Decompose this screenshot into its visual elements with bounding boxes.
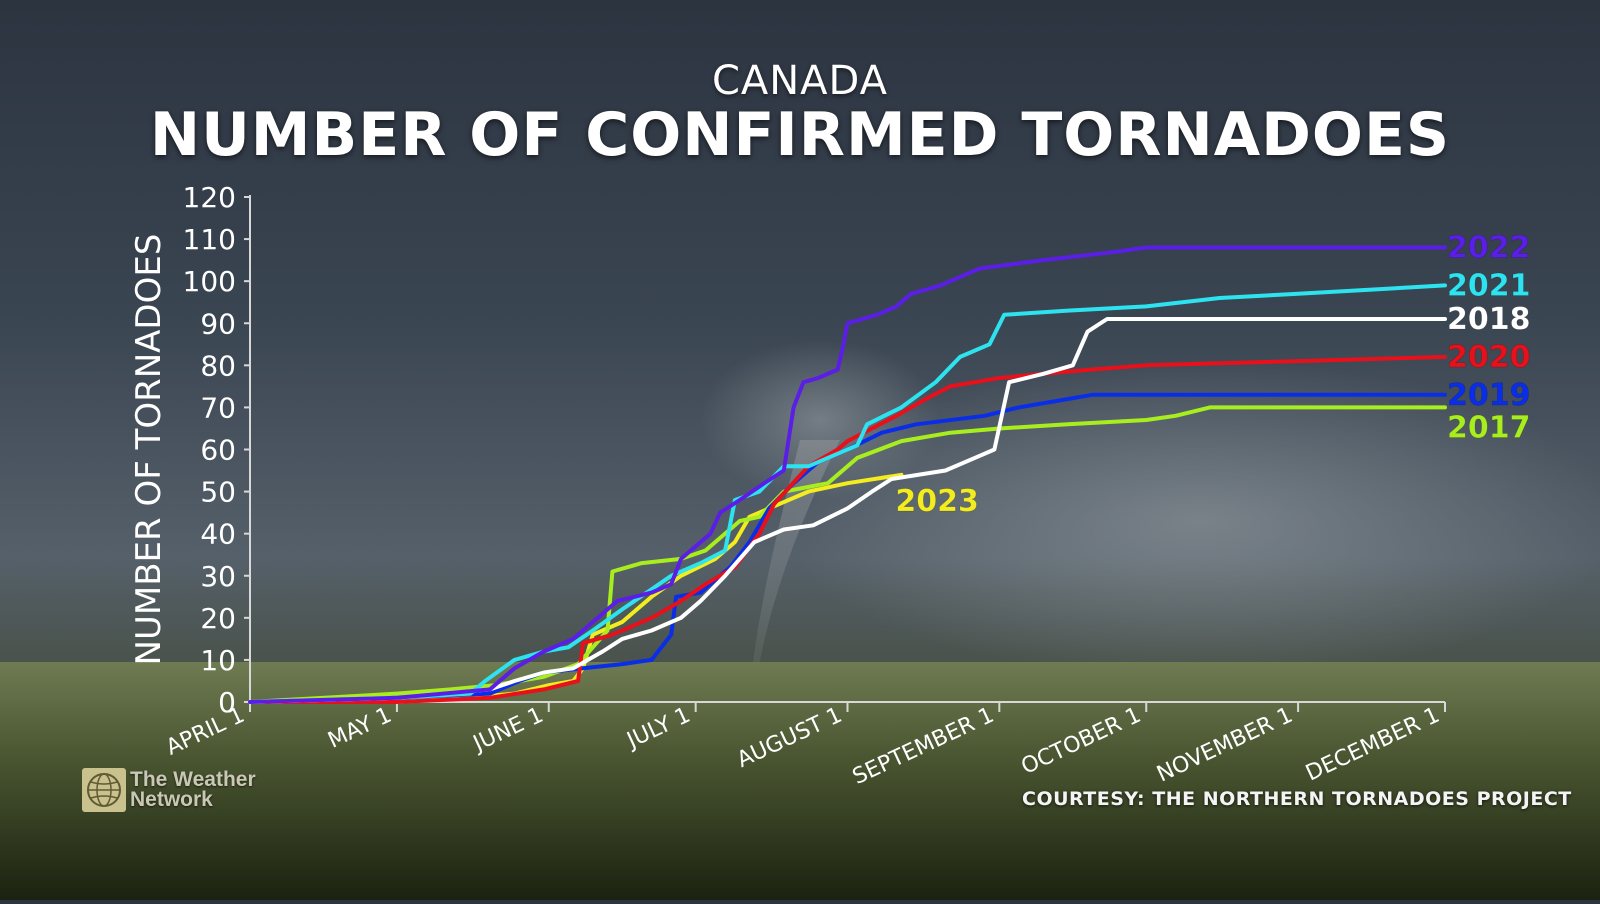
y-tick-label: 70 — [200, 391, 236, 424]
series-label-2019: 2019 — [1447, 378, 1531, 413]
series-lines — [248, 245, 1447, 704]
source-credit: COURTESY: THE NORTHERN TORNADOES PROJECT — [1022, 788, 1572, 810]
series-line-2021 — [248, 283, 1447, 704]
series-label-2017: 2017 — [1447, 410, 1531, 445]
y-tick-label: 20 — [200, 602, 236, 635]
x-tick-label: OCTOBER 1 — [1018, 703, 1145, 780]
globe-icon — [82, 768, 126, 812]
y-tick-label: 30 — [200, 560, 236, 593]
y-axis-label: NUMBER OF TORNADOES — [129, 234, 169, 666]
x-tick-label: JUNE 1 — [468, 703, 547, 758]
y-tick-label: 90 — [200, 307, 236, 340]
y-tick-label: 100 — [183, 265, 236, 298]
logo-line-2: Network — [130, 788, 213, 811]
x-tick-label: AUGUST 1 — [733, 703, 846, 773]
weather-network-logo: The Weather Network — [82, 768, 256, 812]
y-tick-label: 50 — [200, 476, 236, 509]
series-label-2018: 2018 — [1447, 302, 1531, 337]
series-label-2020: 2020 — [1447, 340, 1531, 375]
tornado-funnel — [752, 440, 840, 672]
y-tick-label: 10 — [200, 644, 236, 677]
series-label-2022: 2022 — [1447, 231, 1531, 266]
chart-title: NUMBER OF CONFIRMED TORNADOES — [149, 100, 1451, 170]
y-tick-label: 80 — [200, 349, 236, 382]
series-label-2021: 2021 — [1447, 268, 1531, 303]
funnel-cloud — [700, 340, 940, 500]
y-tick-label: 0 — [218, 686, 236, 719]
series-line-2018 — [248, 317, 1447, 704]
y-tick-label: 120 — [183, 181, 236, 214]
y-tick-label: 40 — [200, 518, 236, 551]
series-line-2022 — [248, 245, 1447, 704]
logo-line-1: The Weather — [130, 768, 256, 791]
x-tick-label: MAY 1 — [324, 703, 395, 754]
chart-subtitle: CANADA — [711, 58, 889, 104]
wall-cloud — [780, 360, 1600, 680]
x-tick-label: NOVEMBER 1 — [1153, 703, 1296, 788]
series-line-2017 — [248, 405, 1447, 704]
y-tick-label: 60 — [200, 434, 236, 467]
series-label-2023: 2023 — [895, 484, 979, 519]
x-tick-label: JULY 1 — [622, 703, 695, 755]
y-tick-label: 110 — [183, 223, 236, 256]
x-tick-label: SEPTEMBER 1 — [849, 703, 998, 790]
logo-text: The Weather Network — [130, 768, 256, 811]
x-tick-label: DECEMBER 1 — [1302, 703, 1443, 787]
x-tick-label: APRIL 1 — [162, 703, 248, 761]
